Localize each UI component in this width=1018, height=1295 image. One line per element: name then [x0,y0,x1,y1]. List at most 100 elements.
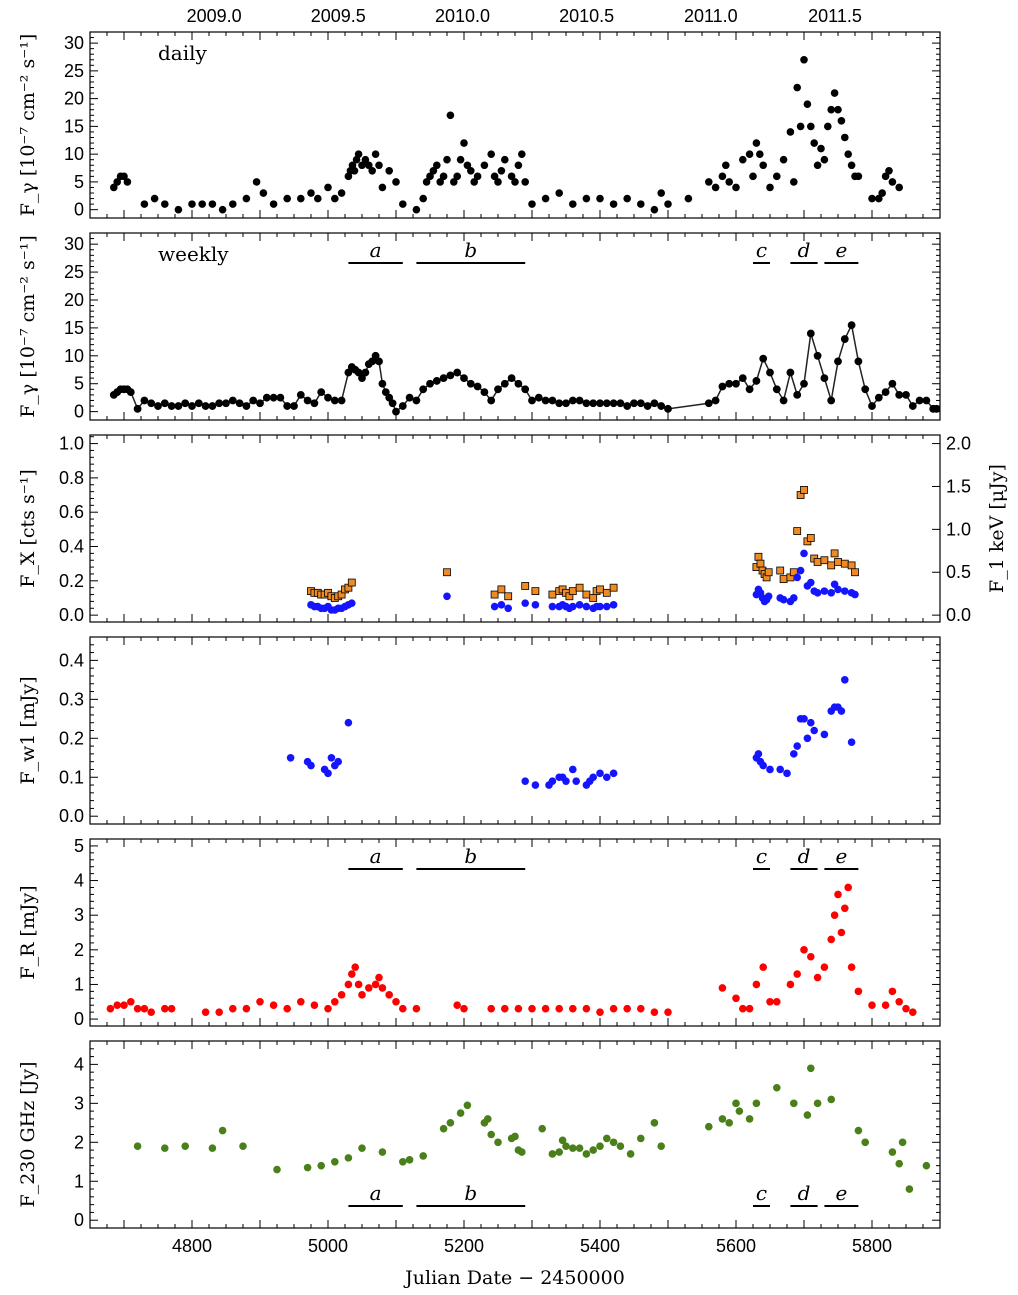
data-point [453,1001,462,1010]
data-point [562,1142,570,1150]
data-point [596,1008,604,1016]
data-point [470,178,479,186]
data-point [905,1185,914,1193]
y-tick-label: 4 [74,1054,84,1074]
data-point [507,374,516,383]
data-point [330,396,339,405]
data-point [766,368,774,377]
data-point [616,399,625,408]
data-point [538,1124,546,1133]
data-point [371,351,380,360]
data-point [446,1119,455,1127]
data-point [596,602,604,611]
y-axis-label: F_X [cts s⁻¹] [17,469,39,588]
y-tick-label: 15 [64,116,84,136]
data-point [609,200,618,208]
data-point [827,1095,835,1104]
y-tick-label: 0 [74,1009,84,1029]
data-point [837,117,846,125]
data-point [419,194,428,203]
data-point [365,984,373,992]
data-point [861,385,870,394]
data-point [487,396,496,405]
data-point [810,139,818,147]
y-right-tick-label: 1.5 [946,476,971,496]
panel-annotation: weekly [158,242,229,266]
data-point [286,753,295,762]
data-point [796,566,805,575]
data-point [222,399,230,408]
data-point [854,987,863,996]
data-point [358,161,366,170]
data-point [167,1004,176,1013]
x-axis-label: Julian Date − 2450000 [403,1267,625,1289]
data-point [759,161,767,170]
data-point [514,161,523,170]
data-point [494,178,502,186]
y-tick-label: 0 [74,402,84,422]
data-point [307,189,315,197]
data-point [779,595,788,604]
data-point [834,105,842,114]
data-point [575,396,584,405]
data-point [446,371,455,380]
data-point [609,399,618,408]
data-point [239,1142,247,1150]
data-point [167,402,176,410]
series-line [113,322,937,413]
data-point [898,1138,907,1147]
data-point [120,172,128,181]
data-point [133,1004,142,1013]
data-point [331,997,339,1006]
data-point-square [504,592,513,601]
data-point [242,402,251,410]
data-point [487,150,496,158]
data-point [572,777,580,785]
y-axis-label: F_γ [10⁻⁷ cm⁻² s⁻¹] [17,235,39,418]
data-point [446,111,455,120]
data-point [463,161,472,170]
data-point [881,172,890,181]
data-point-square [582,590,591,599]
data-point [902,1004,910,1013]
data-point [463,1101,472,1110]
data-point [194,399,203,408]
y-tick-label: 0.4 [59,537,84,557]
data-point [558,1136,567,1145]
y-tick-label: 0.6 [59,502,84,522]
data-point [480,161,489,170]
data-point [436,178,445,186]
data-point [354,150,363,158]
data-point [504,604,512,613]
y-tick-label: 20 [64,290,84,310]
y-tick-label: 5 [74,836,84,856]
data-point [327,753,336,762]
data-point-square [548,590,557,599]
data-point [820,374,829,383]
y-tick-label: 15 [64,318,84,338]
data-point [790,594,798,602]
data-point [650,205,659,214]
data-point [772,385,781,394]
data-point [722,161,730,170]
data-point-square [443,568,451,577]
y-tick-label: 0.3 [59,689,84,709]
data-point [888,178,897,186]
data-point [127,997,135,1006]
panel-uv [89,636,941,825]
data-point [361,368,370,377]
data-point [711,183,720,192]
data-point [334,757,343,766]
data-point [790,750,798,758]
data-point [215,399,224,408]
data-point [759,761,767,770]
top-year-label: 2010.0 [435,6,490,26]
data-point [555,1148,563,1156]
data-point [745,1115,754,1123]
data-point [800,379,808,388]
data-point [419,1152,428,1160]
data-point [555,1004,563,1013]
data-point [582,1150,591,1158]
data-point [378,1148,387,1156]
y-tick-label: 3 [74,905,84,925]
